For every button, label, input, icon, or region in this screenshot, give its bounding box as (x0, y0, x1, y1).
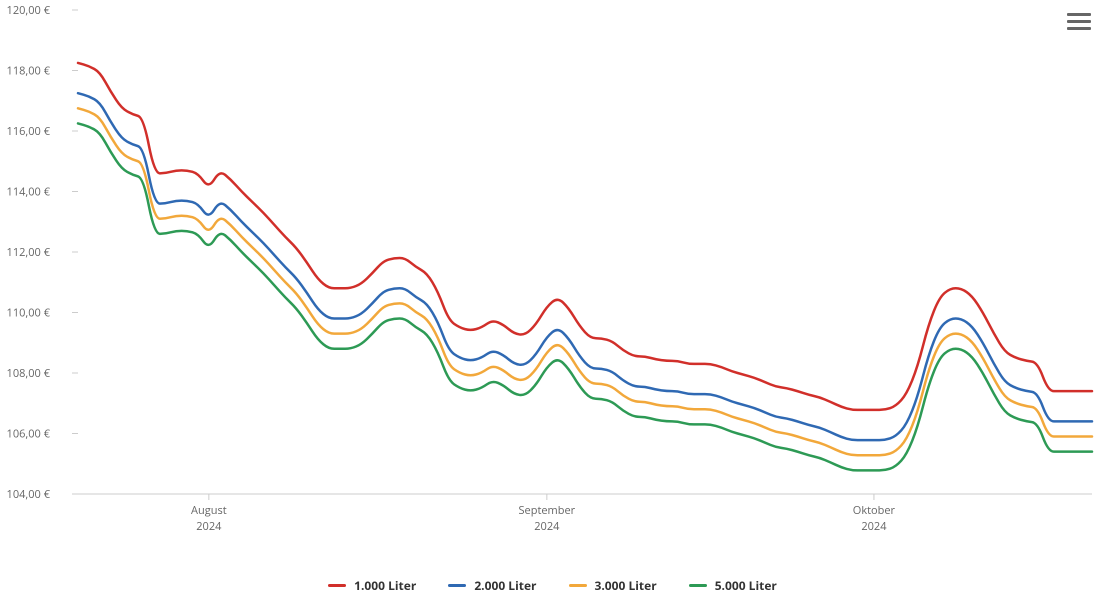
legend-item[interactable]: 1.000 Liter (328, 577, 416, 594)
x-tick-sublabel: 2024 (534, 519, 560, 534)
y-tick-label: 108,00 € (7, 366, 51, 381)
series-line (78, 108, 1092, 455)
line-chart: 104,00 € 106,00 € 108,00 € 110,00 € 112,00 €… (0, 0, 1105, 602)
y-tick-label: 104,00 € (7, 487, 51, 502)
series-line (78, 93, 1092, 440)
y-tick-label: 114,00 € (7, 185, 51, 200)
x-tick-sublabel: 2024 (861, 519, 887, 534)
y-tick-label: 110,00 € (7, 306, 51, 321)
y-tick-label: 106,00 € (7, 427, 51, 442)
legend-item[interactable]: 5.000 Liter (689, 577, 777, 594)
legend-item[interactable]: 3.000 Liter (569, 577, 657, 594)
legend-label: 1.000 Liter (354, 577, 416, 594)
x-tick-label: August (191, 503, 227, 518)
y-tick-label: 118,00 € (7, 64, 51, 79)
y-tick-label: 112,00 € (7, 245, 51, 260)
legend-swatch (448, 584, 466, 587)
legend-label: 3.000 Liter (595, 577, 657, 594)
x-tick-sublabel: 2024 (196, 519, 222, 534)
legend-swatch (328, 584, 346, 587)
legend-swatch (569, 584, 587, 587)
legend-item[interactable]: 2.000 Liter (448, 577, 536, 594)
x-tick-label: September (519, 503, 576, 518)
legend-label: 2.000 Liter (474, 577, 536, 594)
legend-label: 5.000 Liter (715, 577, 777, 594)
legend-swatch (689, 584, 707, 587)
x-tick-label: Oktober (853, 503, 896, 518)
y-tick-label: 116,00 € (7, 124, 51, 139)
y-tick-label: 120,00 € (7, 3, 51, 18)
chart-legend: 1.000 Liter 2.000 Liter 3.000 Liter 5.000 L… (0, 570, 1105, 594)
chart-frame: 104,00 € 106,00 € 108,00 € 110,00 € 112,00 €… (0, 0, 1105, 602)
